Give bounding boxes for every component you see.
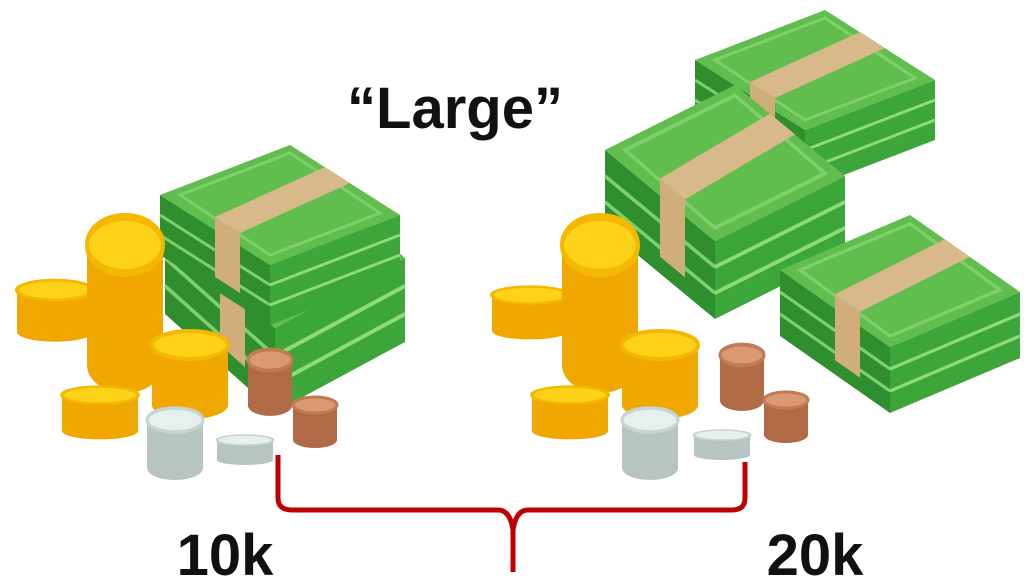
- illustration: “Large” 10k 20k: [0, 0, 1033, 581]
- amount-label: 20k: [767, 523, 865, 581]
- money-pile-right: [492, 10, 1020, 480]
- money-pile-left: [17, 145, 405, 480]
- amount-label: 10k: [177, 523, 275, 581]
- title: “Large”: [347, 76, 563, 141]
